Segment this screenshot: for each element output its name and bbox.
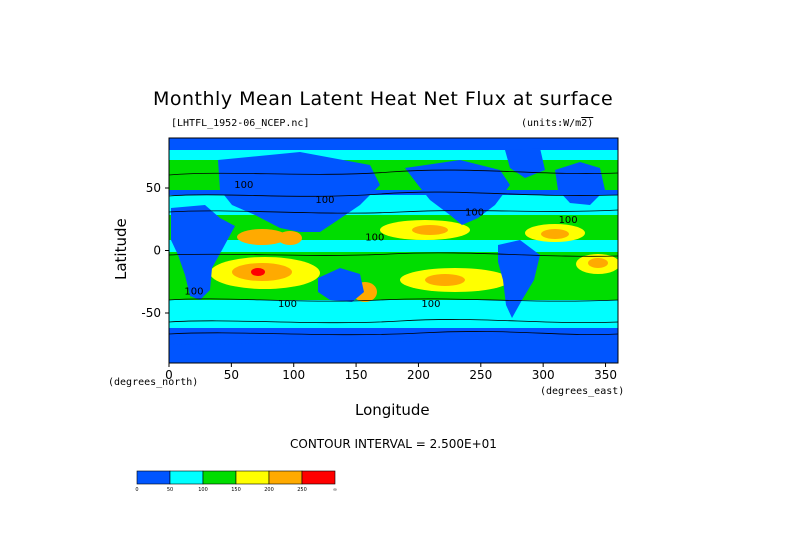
land-asia <box>218 152 380 232</box>
land-greenland <box>505 148 545 178</box>
x-tick-label: 300 <box>532 368 555 382</box>
contour-label-group: 100 100 100 100 100 100 100 100 <box>184 180 577 310</box>
chart-title: Monthly Mean Latent Heat Net Flux at sur… <box>153 88 614 110</box>
contour-label: 100 <box>234 180 253 191</box>
field-layer: 100 100 100 100 100 100 100 100 <box>169 138 618 363</box>
land-antarctica <box>169 338 618 363</box>
band-south-cyan <box>169 300 618 330</box>
colorbar-swatch <box>268 470 303 485</box>
colorbar-swatch <box>202 470 237 485</box>
contour-interval-label: CONTOUR INTERVAL = 2.500E+01 <box>290 437 497 451</box>
land-europe <box>555 162 605 205</box>
colorbar-swatch <box>136 470 171 485</box>
colorbar-level-label: 0 <box>135 487 138 493</box>
x-tick-label: 350 <box>594 368 617 382</box>
colorbar-level-label: 200 <box>264 487 274 493</box>
high-flux-atlantic-south-orange <box>588 258 608 268</box>
colorbar-level-label: 250 <box>297 487 307 493</box>
colorbar-swatch <box>301 470 336 485</box>
land-africa <box>171 205 235 300</box>
high-flux-arabian-sea <box>237 229 287 245</box>
contour-label: 100 <box>365 233 384 244</box>
y-tick-label: -50 <box>141 306 161 320</box>
x-ticks: 0 50 100 150 200 250 300 350 <box>165 363 617 382</box>
x-tick-label: 50 <box>224 368 239 382</box>
y-tick-label: 0 <box>153 244 161 258</box>
y-tick-label: 50 <box>146 181 161 195</box>
high-flux-bay-of-bengal <box>278 231 302 245</box>
land-south-america <box>498 240 540 318</box>
contour-label: 100 <box>421 299 440 310</box>
contour-label: 100 <box>559 215 578 226</box>
contour-lines <box>169 169 618 336</box>
colorbar-level-label: 150 <box>231 487 241 493</box>
colorbar: 0 50 100 150 200 250 ∞ <box>135 470 337 493</box>
units-label: (units:W/m2) <box>521 118 594 129</box>
contour-label: 100 <box>315 195 334 206</box>
y-ticks: -50 0 50 <box>141 181 169 320</box>
colorbar-level-label: ∞ <box>333 487 337 493</box>
colorbar-swatch <box>169 470 204 485</box>
x-tick-label: 0 <box>165 368 173 382</box>
colorbar-swatch <box>235 470 270 485</box>
x-axis-label: Longitude <box>355 401 430 419</box>
file-label: [LHTFL_1952-06_NCEP.nc] <box>171 118 310 129</box>
x-tick-label: 250 <box>469 368 492 382</box>
colorbar-level-label: 100 <box>198 487 208 493</box>
contour-label: 100 <box>184 286 203 297</box>
x-tick-label: 200 <box>407 368 430 382</box>
y-unit-label: (degrees_north) <box>108 377 199 388</box>
contour-label: 100 <box>278 299 297 310</box>
colorbar-level-label: 50 <box>167 487 173 493</box>
high-flux-pacific-north-orange <box>412 225 448 235</box>
peak-flux-indian-ocean-red <box>251 268 265 276</box>
x-tick-label: 100 <box>282 368 305 382</box>
units-exponent: 2) <box>581 118 594 129</box>
contour-label: 100 <box>465 208 484 219</box>
land-australia <box>318 268 364 302</box>
high-flux-pacific-south-orange <box>425 274 465 286</box>
x-unit-label: (degrees_east) <box>540 386 625 397</box>
high-flux-atlantic-north-orange <box>541 229 569 239</box>
x-tick-label: 150 <box>345 368 368 382</box>
